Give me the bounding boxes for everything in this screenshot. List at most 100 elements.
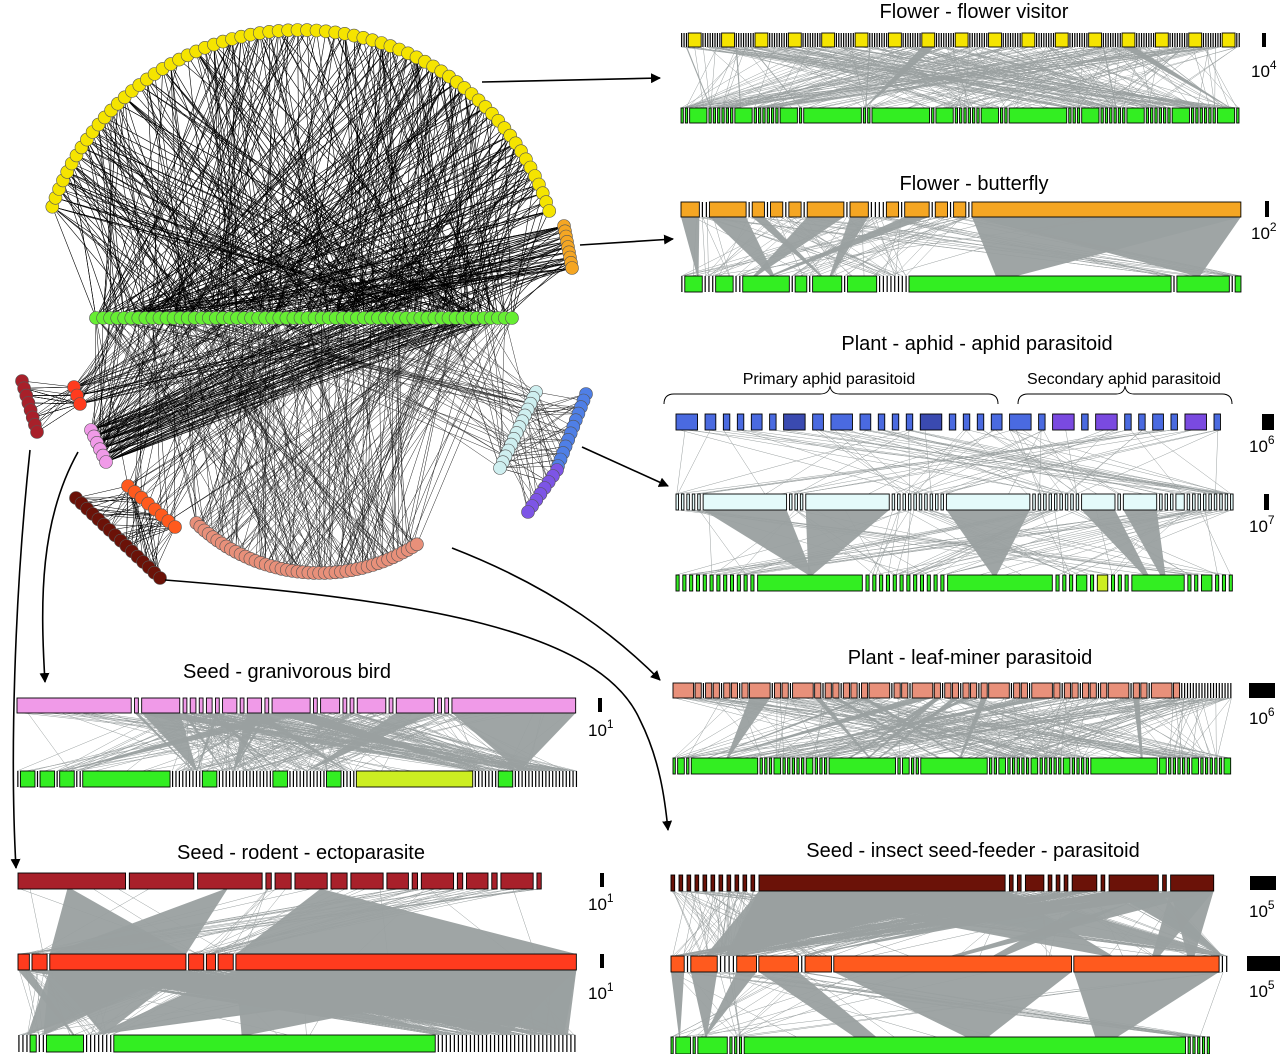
interaction-wedge (235, 889, 577, 954)
network-link (154, 317, 266, 510)
interaction-link (1203, 46, 1238, 109)
network-link (271, 42, 382, 319)
scale-label-seedfeeder-parasitoid: 105 (1249, 898, 1275, 921)
network-link (240, 36, 287, 319)
interaction-link (920, 429, 1217, 495)
interaction-wedge (704, 972, 757, 1037)
node-bar (1052, 413, 1075, 431)
node-bar (677, 757, 685, 775)
node-bar (897, 493, 901, 511)
network-link (104, 117, 125, 319)
node-bar (859, 413, 872, 431)
interaction-link (910, 429, 1221, 495)
network-link (208, 317, 386, 534)
node-bar (1195, 107, 1199, 124)
network-link (110, 236, 567, 319)
network-link (124, 97, 329, 319)
interaction-link (1169, 697, 1197, 759)
network-link (499, 459, 561, 469)
interaction-wedge (1002, 47, 1240, 108)
interaction-wedge (752, 217, 844, 276)
node-bar (1007, 757, 1011, 775)
interaction-link (445, 712, 493, 772)
interaction-link (1045, 697, 1150, 759)
network-link (109, 485, 129, 531)
interaction-link (1216, 697, 1232, 759)
node-bar (1031, 682, 1053, 699)
node-bar (738, 1036, 743, 1054)
node-bar (801, 757, 805, 775)
scale-label-butterfly: 102 (1251, 220, 1277, 243)
node-bar (854, 32, 869, 48)
network-link (117, 103, 195, 319)
scale-bar-bird (598, 698, 602, 712)
network-link (21, 380, 75, 388)
arrow-to-aphid (581, 446, 669, 487)
node-bar (1037, 493, 1042, 511)
node-bar (536, 872, 542, 890)
network-link (109, 36, 242, 319)
node-bar (1073, 955, 1220, 973)
network-link (145, 317, 394, 558)
network-link (328, 225, 565, 319)
interaction-link (685, 971, 779, 1038)
interaction-wedge (777, 47, 1181, 108)
interaction-link (881, 429, 1067, 495)
network-link (73, 317, 470, 388)
network-link (58, 188, 329, 319)
network-link (173, 33, 261, 319)
node-bar (1044, 757, 1048, 775)
network-link (90, 317, 125, 431)
network-link (102, 317, 379, 456)
interaction-link (941, 429, 1193, 495)
node-bar (1055, 574, 1060, 592)
interaction-link (27, 712, 71, 772)
network-link (265, 317, 414, 565)
network-link (152, 317, 162, 516)
node-bar (222, 697, 238, 714)
network-link (86, 139, 188, 319)
node-bar (750, 874, 756, 892)
node-bar (1208, 493, 1212, 511)
interaction-link (870, 46, 1112, 109)
flower-visitor-node (542, 204, 557, 218)
node-bar (264, 697, 270, 714)
interaction-link (316, 712, 533, 772)
network-link (231, 38, 273, 319)
network-link (524, 415, 558, 471)
network-link (159, 45, 391, 319)
node-bar (1171, 107, 1190, 124)
node-bar (771, 107, 775, 124)
network-link (134, 491, 150, 568)
node-bar (214, 697, 220, 714)
interaction-link (749, 46, 1142, 109)
node-bar (1085, 757, 1089, 775)
node-bar (330, 872, 348, 890)
interaction-link (952, 46, 970, 109)
node-bar (721, 107, 725, 124)
interaction-wedge (183, 713, 224, 771)
node-bar (1208, 107, 1212, 124)
network-link (235, 317, 442, 552)
network-link (511, 426, 574, 445)
interaction-link (186, 712, 404, 772)
node-bar (686, 757, 690, 775)
network-link (104, 117, 273, 319)
node-bar (1110, 574, 1116, 592)
network-link (420, 159, 527, 319)
network-link (499, 419, 576, 469)
interaction-link (1173, 697, 1206, 759)
network-link (102, 317, 477, 456)
interaction-link (1009, 697, 1087, 759)
node-bar (456, 872, 464, 890)
node-bar (444, 697, 450, 714)
network-link (329, 317, 344, 573)
interaction-link (862, 429, 1220, 495)
network-link (168, 317, 238, 522)
network-link (173, 93, 472, 319)
interaction-link (908, 429, 910, 495)
interaction-wedge (1102, 47, 1117, 108)
node-bar (686, 874, 692, 892)
node-bar (902, 493, 906, 511)
network-link (195, 51, 414, 319)
